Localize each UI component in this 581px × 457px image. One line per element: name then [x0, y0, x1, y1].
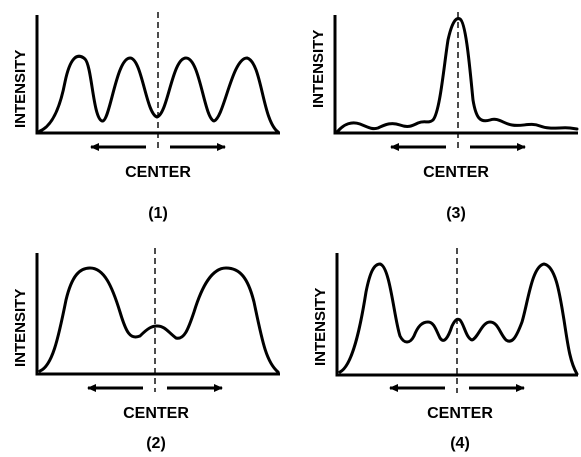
panel-3-intensity-curve	[336, 17, 579, 133]
panel-4-intensity-curve	[338, 262, 579, 376]
panel-4-center-label: CENTER	[427, 405, 493, 422]
panel-2-intensity-curve	[38, 266, 280, 374]
panel-1-ylabel: INTENSITY	[12, 50, 29, 128]
panel-3-center-label: CENTER	[423, 164, 489, 181]
panel-2-caption: (2)	[146, 435, 166, 452]
panel-1-center-label: CENTER	[125, 164, 191, 181]
panel-2-axes	[35, 253, 280, 376]
panel-1: INTENSITY CENTER (1)	[12, 12, 280, 222]
panel-3-axes	[333, 15, 578, 135]
panel-1-axes	[35, 15, 280, 135]
panel-1-caption: (1)	[148, 205, 168, 222]
panel-4-ylabel: INTENSITY	[312, 288, 329, 366]
panel-4-axes	[335, 253, 578, 377]
panel-4: INTENSITY CENTER (4)	[312, 248, 579, 452]
panel-2-ylabel: INTENSITY	[12, 289, 29, 367]
panel-1-intensity-curve	[38, 54, 280, 134]
panel-3: INTENSITY CENTER (3)	[310, 12, 579, 222]
panel-3-caption: (3)	[446, 205, 466, 222]
panel-4-caption: (4)	[450, 435, 470, 452]
panel-3-ylabel: INTENSITY	[310, 30, 327, 108]
panel-2: INTENSITY CENTER (2)	[12, 248, 280, 452]
panel-2-center-label: CENTER	[123, 405, 189, 422]
